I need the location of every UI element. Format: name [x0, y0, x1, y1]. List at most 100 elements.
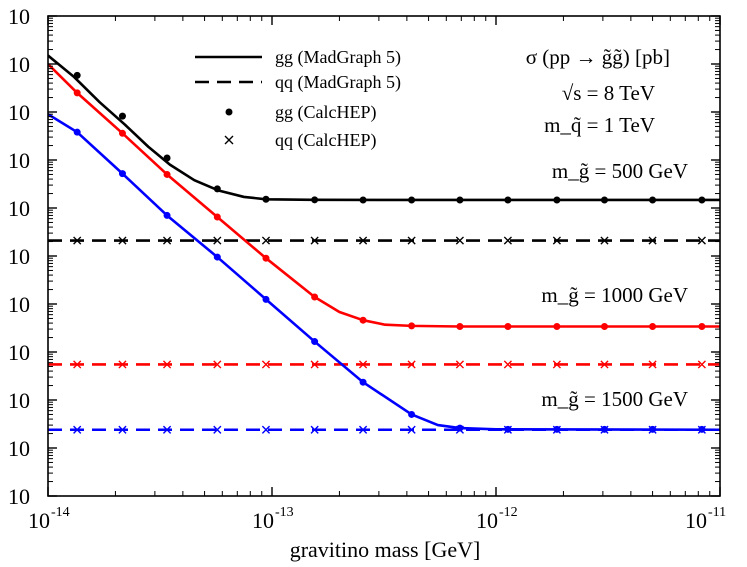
y-tick-base: 10 [8, 292, 30, 317]
data-point-dot [649, 322, 657, 330]
data-point-dot [649, 196, 657, 204]
data-point-cross [600, 360, 609, 369]
x-tick-base: 10 [476, 508, 498, 533]
data-point-cross [552, 360, 561, 369]
data-point-cross [455, 425, 464, 434]
data-point-cross [310, 360, 319, 369]
squark-mass-label: m_q̃ = 1 TeV [544, 113, 655, 137]
axis-tick-labels: 10-610-510-410-310-210-11001011021031041… [8, 4, 726, 533]
series-11 [73, 425, 706, 434]
series-line-gg [48, 54, 720, 202]
y-tick-base: 10 [8, 148, 30, 173]
data-point-dot [698, 196, 706, 204]
data-point-cross [213, 425, 222, 434]
data-point-cross [118, 236, 127, 245]
data-point-dot [118, 170, 126, 178]
data-point-dot [456, 196, 464, 204]
data-point-dot [73, 89, 81, 97]
legend-swatch-qq-calchep [224, 135, 234, 145]
x-tick-exponent: -13 [275, 505, 294, 520]
data-point-cross [697, 360, 706, 369]
data-point-dot [262, 195, 270, 203]
data-point-cross [73, 425, 82, 434]
data-point-cross [261, 236, 271, 245]
data-point-cross [503, 236, 512, 245]
y-tick-base: 10 [8, 436, 30, 461]
data-point-cross [213, 360, 222, 369]
data-point-cross [310, 425, 319, 434]
series-3 [73, 236, 706, 245]
data-point-dot [311, 293, 319, 301]
data-point-dot [73, 128, 81, 136]
data-point-cross [310, 236, 319, 245]
gluino-mass-500-label: m_g̃ = 500 GeV [552, 159, 688, 183]
data-point-dot [408, 322, 416, 330]
data-point-dot [118, 112, 126, 120]
data-point-dot [359, 378, 367, 386]
data-point-cross [407, 425, 416, 434]
process-label: σ (pp → g̃g̃) [pb] [526, 45, 670, 69]
series-layer [48, 54, 720, 434]
x-tick-label: 10 [28, 508, 50, 533]
y-tick-label: 10 [8, 100, 30, 125]
data-point-dot [262, 254, 270, 262]
y-tick-base: 10 [8, 100, 30, 125]
gluino-mass-1000-label: m_g̃ = 1000 GeV [541, 283, 688, 307]
x-tick-label: 10 [685, 508, 707, 533]
y-tick-base: 10 [8, 196, 30, 221]
data-point-cross [358, 360, 368, 369]
energy-label: √s = 8 TeV [562, 81, 655, 105]
data-point-dot [553, 322, 561, 330]
y-tick-label: 10 [8, 292, 30, 317]
legend-label-qq-madgraph: qq (MadGraph 5) [275, 72, 401, 93]
series-6 [73, 89, 706, 330]
y-tick-base: 10 [8, 244, 30, 269]
y-tick-label: 10 [8, 340, 30, 365]
y-tick-label: 10 [8, 196, 30, 221]
series-0 [48, 54, 720, 202]
data-point-dot [262, 295, 270, 303]
x-tick-label: 10 [252, 508, 274, 533]
x-axis-title: gravitino mass [GeV] [290, 537, 481, 562]
data-point-dot [163, 154, 171, 162]
data-point-dot [504, 196, 512, 204]
y-tick-base: 10 [8, 4, 30, 29]
data-point-cross [73, 236, 82, 245]
data-point-cross [213, 236, 222, 245]
x-tick-base: 10 [28, 508, 50, 533]
data-point-cross [552, 236, 561, 245]
data-point-dot [408, 196, 416, 204]
y-tick-label: 10 [8, 148, 30, 173]
data-point-cross [162, 425, 172, 434]
y-tick-base: 10 [8, 340, 30, 365]
data-point-cross [600, 236, 609, 245]
data-point-dot [359, 196, 367, 204]
legend-label-qq-calchep: qq (CalcHEP) [275, 130, 376, 151]
data-point-cross [162, 360, 172, 369]
series-4 [48, 63, 720, 328]
legend-label-gg-calchep: gg (CalcHEP) [275, 102, 376, 123]
data-point-dot [213, 185, 221, 193]
data-point-dot [600, 196, 608, 204]
data-point-dot [163, 170, 171, 178]
axis-ticks [47, 15, 721, 497]
data-point-dot [456, 322, 464, 330]
series-2 [73, 71, 706, 204]
data-point-cross [552, 425, 561, 434]
data-point-dot [359, 316, 367, 324]
data-point-cross [358, 236, 368, 245]
data-point-dot [163, 211, 171, 219]
data-point-cross [697, 236, 706, 245]
y-tick-base: 10 [8, 484, 30, 509]
data-point-cross [261, 360, 271, 369]
data-point-dot [408, 410, 416, 418]
data-point-cross [118, 425, 127, 434]
data-point-cross [648, 360, 657, 369]
legend-swatch-gg-calchep [225, 108, 233, 116]
y-tick-base: 10 [8, 52, 30, 77]
data-point-dot [213, 213, 221, 221]
data-point-cross [455, 360, 464, 369]
data-point-cross [118, 360, 127, 369]
data-point-cross [358, 425, 368, 434]
y-tick-label: 10 [8, 4, 30, 29]
